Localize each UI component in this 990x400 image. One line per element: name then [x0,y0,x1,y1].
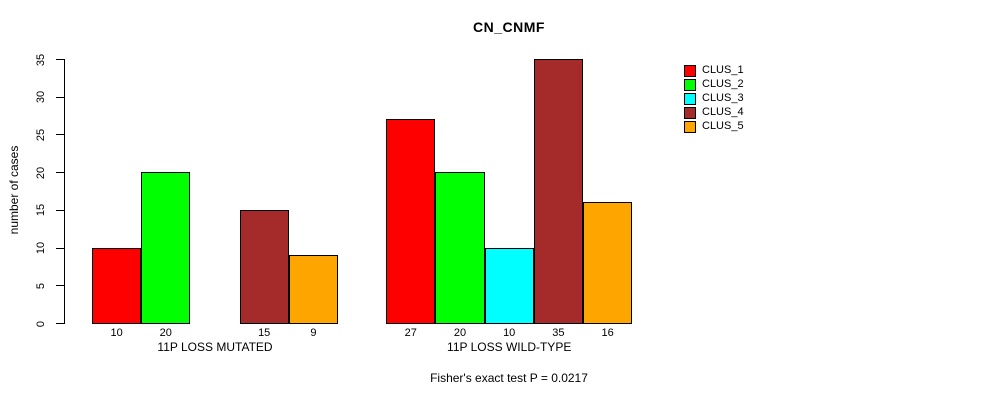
bar-clus_4 [239,209,289,324]
y-axis-tick-label: 10 [35,241,47,255]
bar-clus_4 [533,59,583,324]
bar-value-label: 27 [404,327,417,339]
legend-swatch [684,78,696,91]
fisher-test-annotation: Fisher's exact test P = 0.0217 [430,371,588,385]
bar-value-label: 35 [552,327,565,339]
bar-value-label: 20 [453,327,467,339]
y-axis-tick-label: 35 [35,53,47,66]
legend-item-label: CLUS_4 [702,106,744,118]
legend-swatch [684,106,696,119]
y-axis-label: number of cases [7,145,21,235]
legend-item: CLUS_1 [684,64,744,77]
bar-value-label: 9 [310,327,317,339]
y-axis-tick-label: 20 [35,166,47,179]
y-axis-tick-label: 30 [35,91,47,104]
legend-item-label: CLUS_5 [702,120,744,132]
chart-title: CN_CNMF [473,19,545,35]
y-axis-tick [56,247,64,249]
y-axis-tick-label: 25 [35,128,47,142]
y-axis-tick [56,285,64,287]
y-axis-tick [56,209,64,211]
bar-clus_2 [141,172,191,324]
legend-item: CLUS_3 [684,92,744,105]
legend: CLUS_1 CLUS_2 CLUS_3 CLUS_4 CLUS_5 [684,64,744,134]
bar-clus_1 [92,247,142,324]
bar-value-label: 10 [503,327,516,339]
legend-item: CLUS_4 [684,106,744,119]
legend-item-label: CLUS_3 [702,92,744,104]
legend-item-label: CLUS_2 [702,78,744,90]
legend-item-label: CLUS_1 [702,64,744,76]
bar-clus_3 [484,247,534,324]
legend-swatch [684,92,696,105]
bar-clus_1 [386,119,436,324]
bar-value-label: 20 [159,327,172,339]
legend-swatch [684,120,696,133]
y-axis-tick [56,134,64,136]
y-axis-tick-label: 15 [35,204,47,217]
bar-clus_2 [435,172,485,324]
bar-clus_5 [288,255,338,324]
y-axis-line [64,59,65,324]
group-label: 11P LOSS WILD-TYPE [447,340,572,354]
y-axis-tick [56,323,64,324]
y-axis-tick-label: 0 [35,320,47,327]
y-axis-tick [56,59,64,60]
legend-item: CLUS_2 [684,78,744,91]
legend-item: CLUS_5 [684,120,744,133]
y-axis-tick [56,172,64,174]
y-axis-tick-label: 5 [35,282,47,289]
bar-value-label: 15 [258,327,271,339]
legend-swatch [684,64,696,77]
y-axis-tick [56,96,64,98]
group-label: 11P LOSS MUTATED [157,340,273,354]
bar-clus_5 [583,202,633,324]
bar-value-label: 10 [110,327,123,339]
bar-value-label: 16 [601,327,614,339]
